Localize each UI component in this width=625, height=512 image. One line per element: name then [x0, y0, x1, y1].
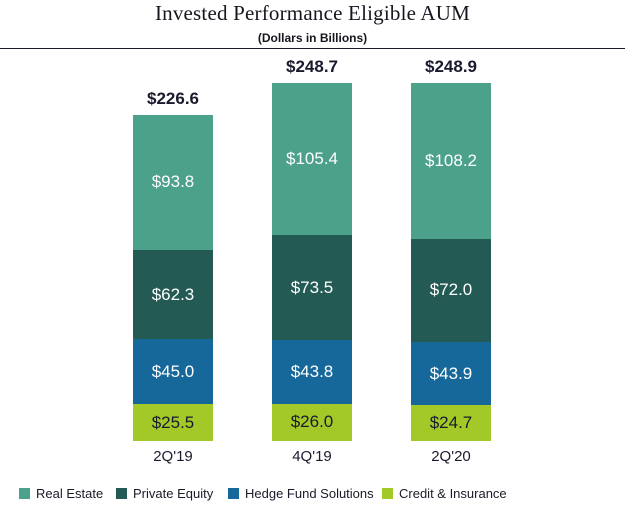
legend-swatch-hedge-fund-solutions — [228, 488, 239, 499]
bar-total-label: $226.6 — [147, 88, 199, 108]
bar-segment-hedge-fund-solutions: $43.9 — [411, 342, 491, 406]
legend-label: Credit & Insurance — [399, 486, 507, 501]
bar-segment-credit-insurance: $26.0 — [272, 403, 352, 441]
legend-item-real-estate: Real Estate — [19, 486, 103, 501]
x-axis-label: 4Q'19 — [292, 448, 332, 465]
legend-swatch-real-estate — [19, 488, 30, 499]
chart-subtitle: (Dollars in Billions) — [257, 31, 368, 45]
legend-label: Real Estate — [36, 486, 104, 501]
bar-segment-private-equity: $73.5 — [272, 234, 352, 341]
bar-segment-private-equity: $62.3 — [133, 249, 213, 340]
bar-segment-real-estate: $93.8 — [133, 114, 213, 250]
bar-total-label: $248.9 — [425, 56, 477, 76]
legend-label: Private Equity — [133, 486, 214, 501]
bar-segment-real-estate: $108.2 — [411, 82, 491, 239]
x-axis-label: 2Q'19 — [153, 448, 193, 465]
legend-item-credit-insurance: Credit & Insurance — [382, 486, 507, 501]
legend-item-private-equity: Private Equity — [116, 486, 213, 501]
bar-segment-private-equity: $72.0 — [411, 238, 491, 343]
title-divider — [0, 47, 625, 50]
legend-label: Hedge Fund Solutions — [245, 486, 374, 501]
legend-swatch-credit-insurance — [382, 488, 393, 499]
bar-segment-credit-insurance: $24.7 — [411, 405, 491, 441]
legend-swatch-private-equity — [116, 488, 127, 499]
x-axis-label: 2Q'20 — [431, 448, 471, 465]
bar-segment-hedge-fund-solutions: $45.0 — [133, 339, 213, 405]
chart-title: Invested Performance Eligible AUM — [154, 1, 471, 25]
legend-item-hedge-fund-solutions: Hedge Fund Solutions — [228, 486, 374, 501]
bar-segment-hedge-fund-solutions: $43.8 — [272, 340, 352, 404]
chart-legend: Real Estate Private Equity Hedge Fund So… — [0, 486, 625, 502]
bar-total-label: $248.7 — [286, 56, 338, 76]
bar-segment-real-estate: $105.4 — [272, 82, 352, 235]
bar-segment-credit-insurance: $25.5 — [133, 404, 213, 441]
